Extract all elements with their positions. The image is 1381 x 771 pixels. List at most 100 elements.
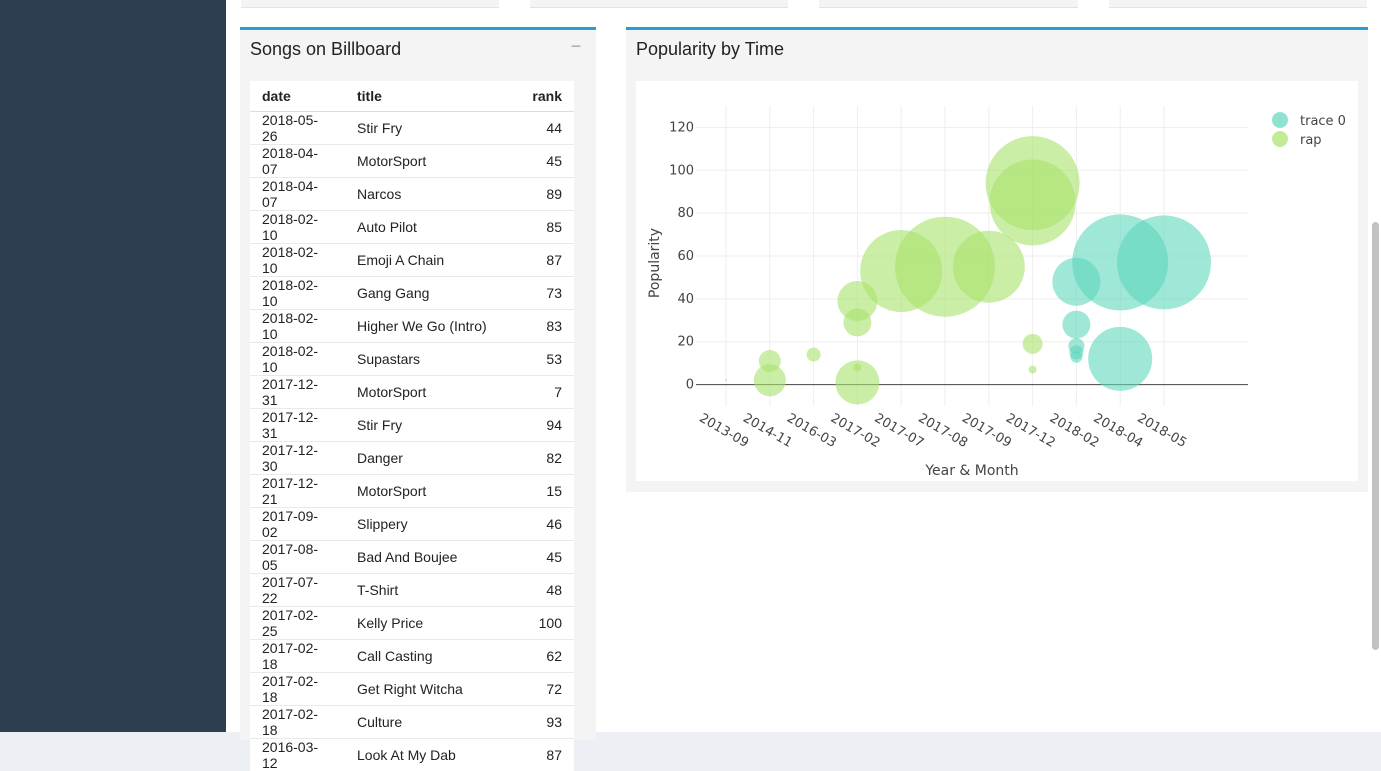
bubble-trace-0[interactable] <box>1062 311 1090 339</box>
x-tick-label: 2018-04 <box>1091 411 1146 451</box>
cell-title: MotorSport <box>345 376 515 409</box>
legend-swatch[interactable] <box>1272 112 1288 128</box>
cell-title: Slippery <box>345 508 515 541</box>
cell-title: Stir Fry <box>345 409 515 442</box>
cell-date: 2018-05-26 <box>250 112 345 145</box>
songs-box: Songs on Billboard − date title rank 201… <box>240 27 596 740</box>
x-tick-label: 2013-09 <box>696 411 751 451</box>
page-scrollbar[interactable] <box>1372 222 1379 650</box>
main-content: Songs on Billboard − date title rank 201… <box>226 0 1381 732</box>
column-header-title[interactable]: title <box>345 81 515 112</box>
cell-title: MotorSport <box>345 145 515 178</box>
cell-title: Get Right Witcha <box>345 673 515 706</box>
bubble-rap[interactable] <box>725 379 727 381</box>
cell-rank: 7 <box>515 376 574 409</box>
cell-date: 2018-02-10 <box>250 343 345 376</box>
popularity-bubble-chart[interactable]: 2013-092014-112016-032017-022017-072017-… <box>636 81 1358 481</box>
bubble-rap[interactable] <box>835 360 879 404</box>
y-tick-label: 60 <box>677 249 694 264</box>
value-box-2 <box>530 0 788 8</box>
bubble-rap[interactable] <box>1029 366 1037 374</box>
bubble-layer <box>725 136 1211 404</box>
cell-date: 2017-09-02 <box>250 508 345 541</box>
x-tick-label: 2017-02 <box>828 411 883 451</box>
cell-rank: 94 <box>515 409 574 442</box>
sidebar <box>0 0 226 732</box>
bubble-rap[interactable] <box>1023 334 1043 354</box>
cell-date: 2018-02-10 <box>250 244 345 277</box>
cell-date: 2017-08-05 <box>250 541 345 574</box>
y-tick-label: 120 <box>669 120 694 135</box>
cell-title: Stir Fry <box>345 112 515 145</box>
x-tick-label: 2018-02 <box>1047 411 1102 451</box>
y-axis-label: Popularity <box>647 228 663 298</box>
bubble-trace-0[interactable] <box>1070 351 1082 363</box>
songs-box-title: Songs on Billboard <box>250 39 401 60</box>
x-tick-label: 2017-12 <box>1003 411 1058 451</box>
cell-rank: 87 <box>515 244 574 277</box>
bubble-rap[interactable] <box>807 348 821 362</box>
bubble-trace-0[interactable] <box>1088 327 1152 391</box>
y-tick-label: 0 <box>686 378 694 393</box>
x-tick-label: 2014-11 <box>740 411 795 451</box>
cell-date: 2018-04-07 <box>250 178 345 211</box>
cell-title: MotorSport <box>345 475 515 508</box>
bubble-trace-0[interactable] <box>1117 215 1211 309</box>
legend-label[interactable]: rap <box>1300 133 1322 148</box>
cell-date: 2018-02-10 <box>250 277 345 310</box>
cell-date: 2018-02-10 <box>250 310 345 343</box>
cell-title: Narcos <box>345 178 515 211</box>
cell-rank: 45 <box>515 541 574 574</box>
column-header-date[interactable]: date <box>250 81 345 112</box>
cell-rank: 62 <box>515 640 574 673</box>
cell-title: Bad And Boujee <box>345 541 515 574</box>
cell-date: 2017-02-25 <box>250 607 345 640</box>
cell-title: Call Casting <box>345 640 515 673</box>
legend-swatch[interactable] <box>1272 131 1288 147</box>
x-tick-label: 2017-09 <box>959 411 1014 451</box>
legend-label[interactable]: trace 0 <box>1300 114 1346 129</box>
cell-date: 2017-12-21 <box>250 475 345 508</box>
cell-title: Gang Gang <box>345 277 515 310</box>
legend: trace 0 rap <box>1272 112 1346 148</box>
bubble-rap[interactable] <box>953 231 1025 303</box>
value-box-1 <box>241 0 499 8</box>
cell-rank: 44 <box>515 112 574 145</box>
bubble-rap[interactable] <box>990 159 1076 245</box>
column-header-rank[interactable]: rank <box>515 81 574 112</box>
cell-title: Supastars <box>345 343 515 376</box>
x-tick-label: 2016-03 <box>784 411 839 451</box>
x-tick-label: 2017-08 <box>915 411 970 451</box>
cell-title: Danger <box>345 442 515 475</box>
cell-date: 2017-02-18 <box>250 706 345 739</box>
bubble-rap[interactable] <box>843 308 871 336</box>
value-box-4 <box>1109 0 1367 8</box>
x-tick-label: 2017-07 <box>872 411 927 451</box>
collapse-button[interactable]: − <box>570 41 582 53</box>
bubble-rap[interactable] <box>754 364 786 396</box>
cell-rank: 93 <box>515 706 574 739</box>
